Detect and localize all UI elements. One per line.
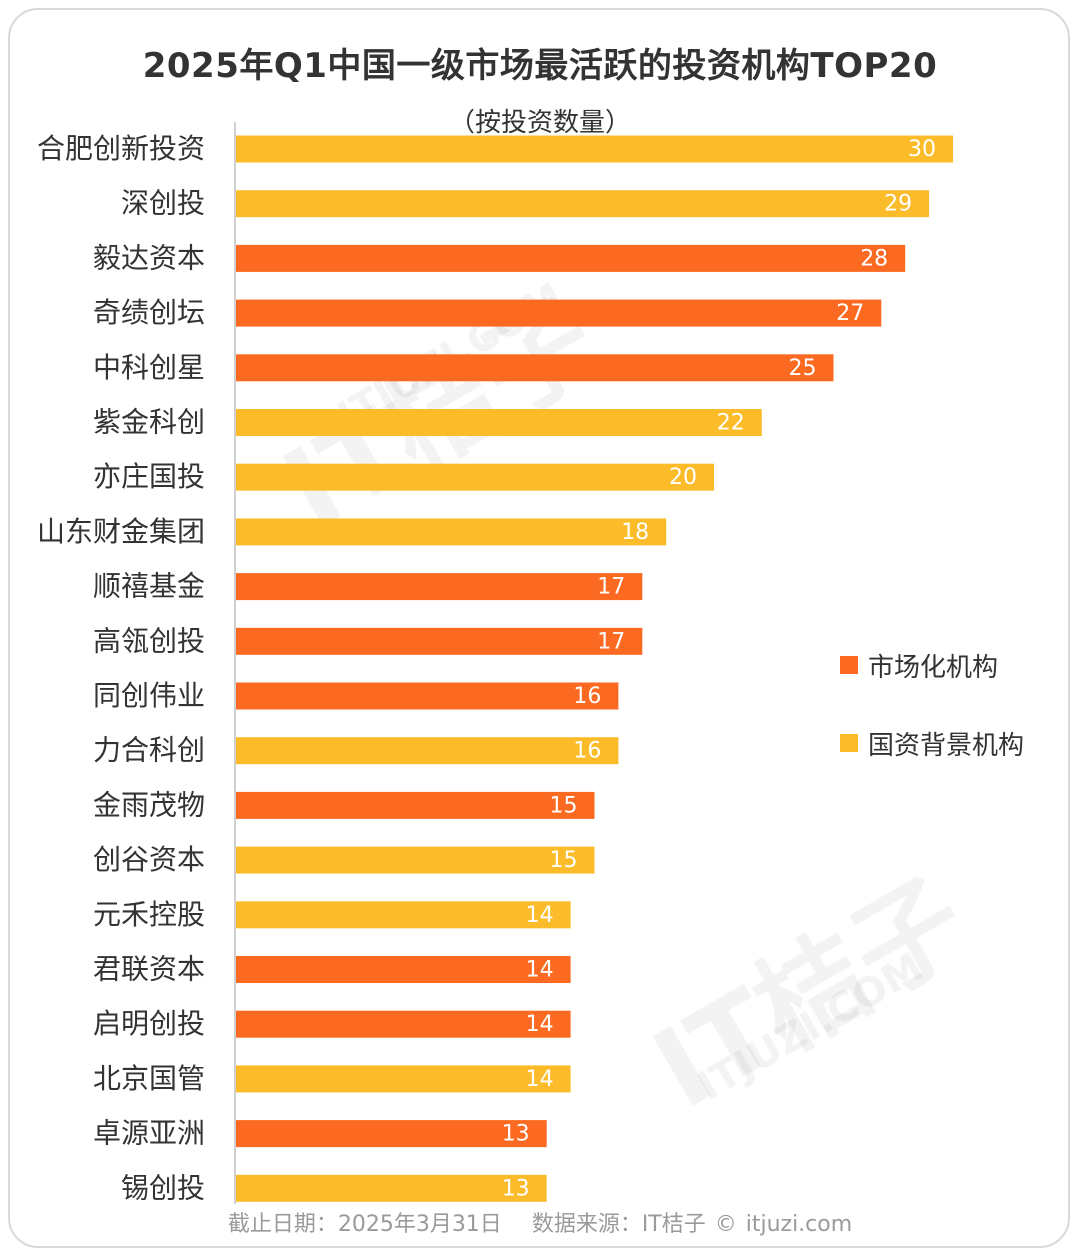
category-label: 启明创投 [93, 1007, 205, 1040]
category-label: 中科创星 [93, 351, 205, 384]
bar [236, 737, 619, 765]
category-label: 奇绩创坛 [93, 296, 205, 329]
bar-value-label: 16 [573, 739, 601, 764]
bar [236, 190, 930, 218]
footer: 截止日期：2025年3月31日 数据来源：IT桔子 © itjuzi.com [0, 1206, 1080, 1238]
bar-value-label: 15 [550, 848, 578, 873]
category-label: 力合科创 [93, 734, 205, 767]
bar-value-label: 15 [550, 793, 578, 818]
category-label: 元禾控股 [93, 898, 205, 931]
bar [236, 135, 953, 163]
bar [236, 518, 667, 546]
bar [236, 846, 595, 874]
bar [236, 1010, 571, 1038]
legend: 市场化机构 国资背景机构 [840, 645, 1024, 801]
bar [236, 463, 714, 491]
bar-value-label: 22 [717, 411, 745, 436]
category-label: 卓源亚洲 [93, 1117, 205, 1150]
bar-value-label: 29 [884, 192, 912, 217]
legend-label-market: 市场化机构 [868, 652, 999, 683]
bar [236, 791, 595, 819]
bar-value-label: 14 [526, 958, 554, 983]
bar-value-label: 14 [526, 903, 554, 928]
bar [236, 1120, 547, 1148]
bar [236, 956, 571, 983]
category-label: 同创伟业 [93, 679, 205, 712]
bar-value-label: 14 [526, 1012, 554, 1037]
bar [236, 573, 643, 601]
bar [236, 299, 882, 327]
category-label: 毅达资本 [93, 241, 205, 274]
bar-value-label: 13 [502, 1176, 530, 1201]
bar-value-label: 30 [908, 137, 936, 162]
category-label: 深创投 [121, 187, 205, 220]
bar-value-label: 18 [621, 520, 649, 545]
category-label: 高瓴创投 [93, 624, 205, 657]
bar-value-label: 25 [789, 356, 817, 381]
category-label: 北京国管 [93, 1062, 205, 1095]
bar-value-label: 14 [526, 1067, 554, 1092]
category-label: 亦庄国投 [93, 460, 205, 493]
footer-date: 截止日期：2025年3月31日 [227, 1212, 502, 1237]
bar [236, 409, 762, 436]
legend-item-market: 市场化机构 [840, 645, 1024, 685]
chart-title: 2025年Q1中国一级市场最活跃的投资机构TOP20 [142, 46, 938, 86]
bar [236, 354, 834, 382]
category-label: 顺禧基金 [93, 570, 205, 603]
footer-source: 数据来源：IT桔子 © itjuzi.com [531, 1212, 853, 1237]
legend-swatch-market [840, 656, 858, 674]
bar [236, 901, 571, 929]
chart-subtitle: （按投资数量） [448, 108, 631, 138]
category-label: 紫金科创 [93, 406, 205, 439]
bar-value-label: 27 [836, 301, 864, 326]
bar [236, 1065, 571, 1093]
bar [236, 682, 619, 710]
legend-item-state: 国资背景机构 [840, 723, 1024, 763]
bar [236, 1174, 547, 1202]
category-label: 锡创投 [121, 1171, 205, 1204]
bar-value-label: 16 [573, 684, 601, 709]
category-label: 山东财金集团 [37, 515, 205, 548]
category-label: 君联资本 [93, 953, 205, 986]
bar-value-label: 17 [597, 629, 625, 654]
bar-value-label: 17 [597, 575, 625, 600]
bar-value-label: 13 [502, 1122, 530, 1147]
bar [236, 627, 643, 655]
bar [236, 244, 906, 272]
bar-value-label: 28 [860, 246, 888, 271]
bar-value-label: 20 [669, 465, 697, 490]
category-label: 金雨茂物 [93, 788, 205, 821]
legend-label-state: 国资背景机构 [868, 730, 1025, 761]
category-label: 创谷资本 [93, 843, 205, 876]
legend-swatch-state [840, 734, 858, 752]
category-label: 合肥创新投资 [37, 132, 205, 165]
